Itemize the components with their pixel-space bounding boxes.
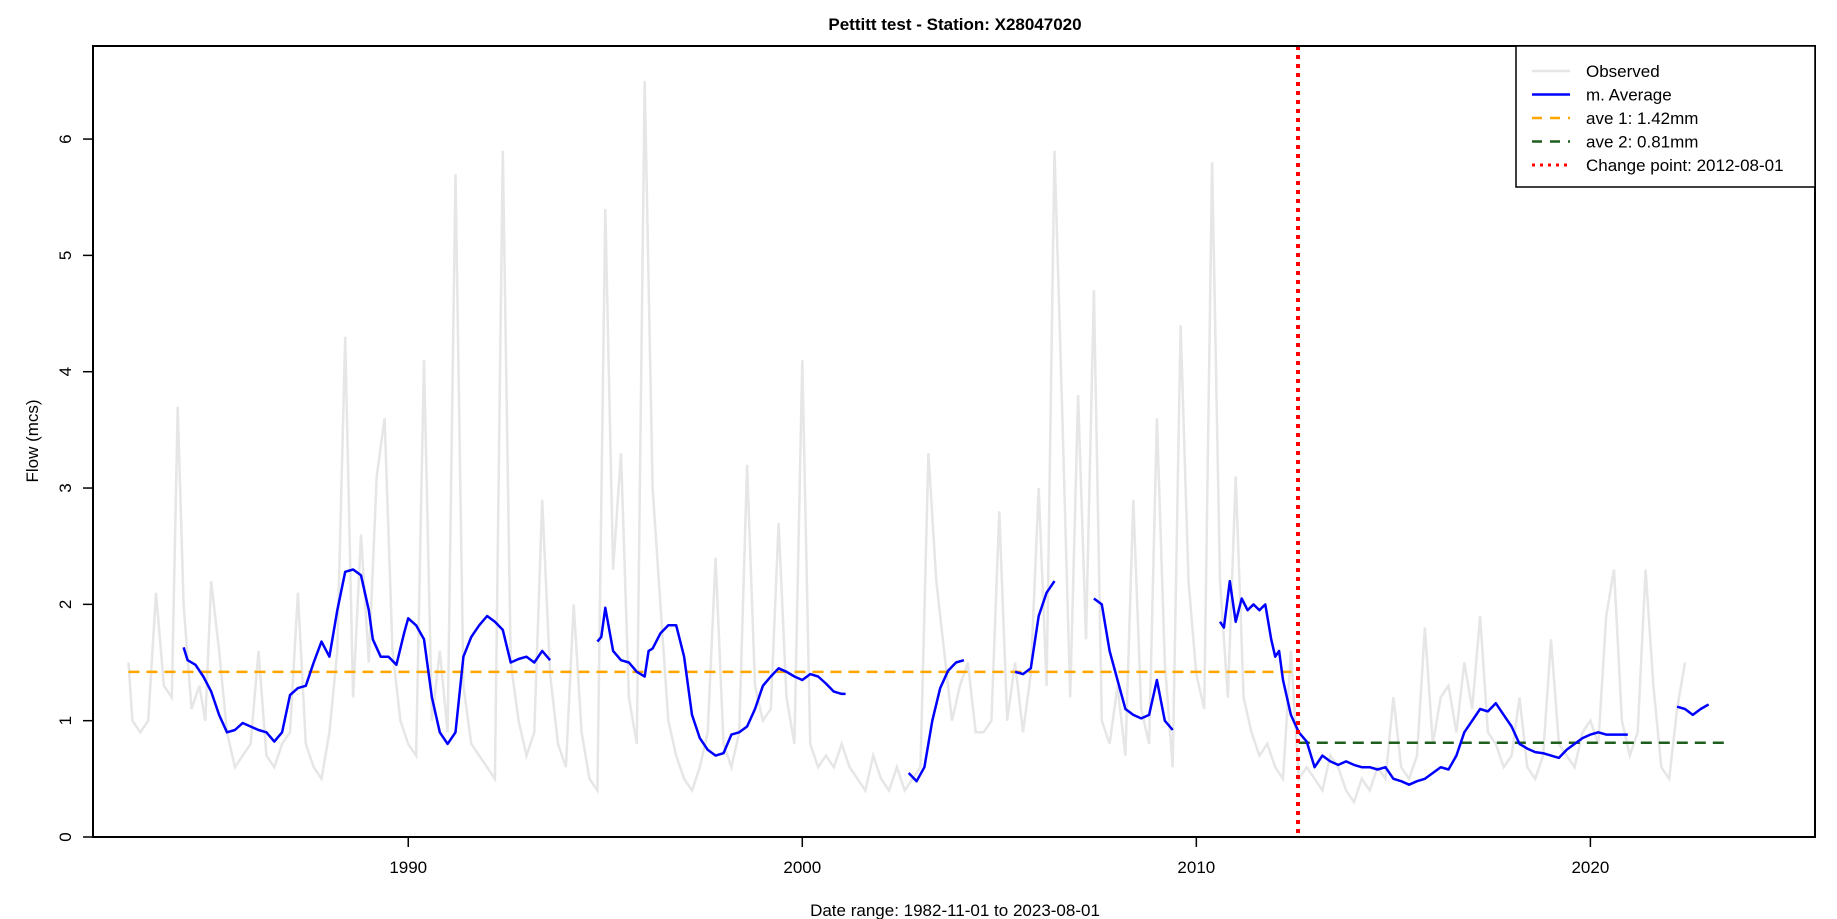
legend: Observed m. Average ave 1: 1.42mm ave 2: 0.… — [1515, 45, 1816, 188]
y-axis-label: Flow (mcs) — [23, 399, 42, 482]
moving-average-series — [182, 568, 1710, 786]
average-segment-4 — [1014, 580, 1056, 676]
y-tick-label-2: 2 — [56, 600, 75, 609]
x-axis: 1990 2000 2010 2020 — [389, 837, 1609, 877]
observed-series — [127, 80, 1687, 805]
y-tick-label-0: 0 — [56, 832, 75, 841]
observed-line — [127, 80, 1687, 805]
y-tick-label-1: 1 — [56, 716, 75, 725]
legend-label-1: Observed — [1586, 62, 1660, 81]
legend-label-5: Change point: 2012-08-01 — [1586, 156, 1784, 175]
legend-label-3: ave 1: 1.42mm — [1586, 109, 1698, 128]
legend-label-2: m. Average — [1586, 86, 1672, 105]
average-lines — [128, 670, 1731, 745]
x-axis-label: Date range: 1982-11-01 to 2023-08-01 — [810, 901, 1100, 919]
x-tick-label-2020: 2020 — [1571, 858, 1609, 877]
x-tick-label-2000: 2000 — [783, 858, 821, 877]
y-tick-label-5: 5 — [56, 251, 75, 260]
y-tick-label-3: 3 — [56, 483, 75, 492]
average-segment-5 — [1093, 597, 1174, 731]
y-tick-label-6: 6 — [56, 134, 75, 143]
plot-frame — [92, 45, 1816, 838]
average-segment-1 — [182, 568, 552, 746]
chart-title: Pettitt test - Station: X28047020 — [828, 15, 1081, 34]
average-segment-2 — [596, 606, 846, 757]
average-segment-6 — [1218, 579, 1628, 786]
average-segment-7 — [1676, 703, 1710, 717]
x-tick-label-1990: 1990 — [389, 858, 427, 877]
x-tick-label-2010: 2010 — [1177, 858, 1215, 877]
average-segment-3 — [907, 658, 965, 783]
y-axis: 0 1 2 3 4 5 6 — [56, 134, 93, 842]
y-tick-label-4: 4 — [56, 367, 75, 376]
legend-label-4: ave 2: 0.81mm — [1586, 133, 1698, 152]
